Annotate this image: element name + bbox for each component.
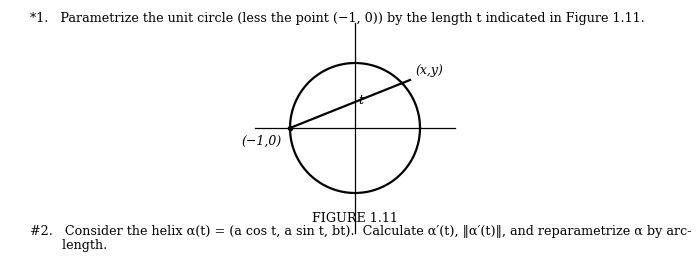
Text: *1.   Parametrize the unit circle (less the point (−1, 0)) by the length t indic: *1. Parametrize the unit circle (less th… [30, 12, 645, 25]
Text: (−1,0): (−1,0) [241, 135, 282, 148]
Text: #2.   Consider the helix α(t) = (a cos t, a sin t, bt).  Calculate α′(t), ‖α′(t): #2. Consider the helix α(t) = (a cos t, … [30, 225, 692, 238]
Text: FIGURE 1.11: FIGURE 1.11 [312, 212, 398, 225]
Text: length.: length. [30, 239, 107, 252]
Text: (x,y): (x,y) [415, 64, 443, 77]
Text: t: t [358, 94, 363, 107]
